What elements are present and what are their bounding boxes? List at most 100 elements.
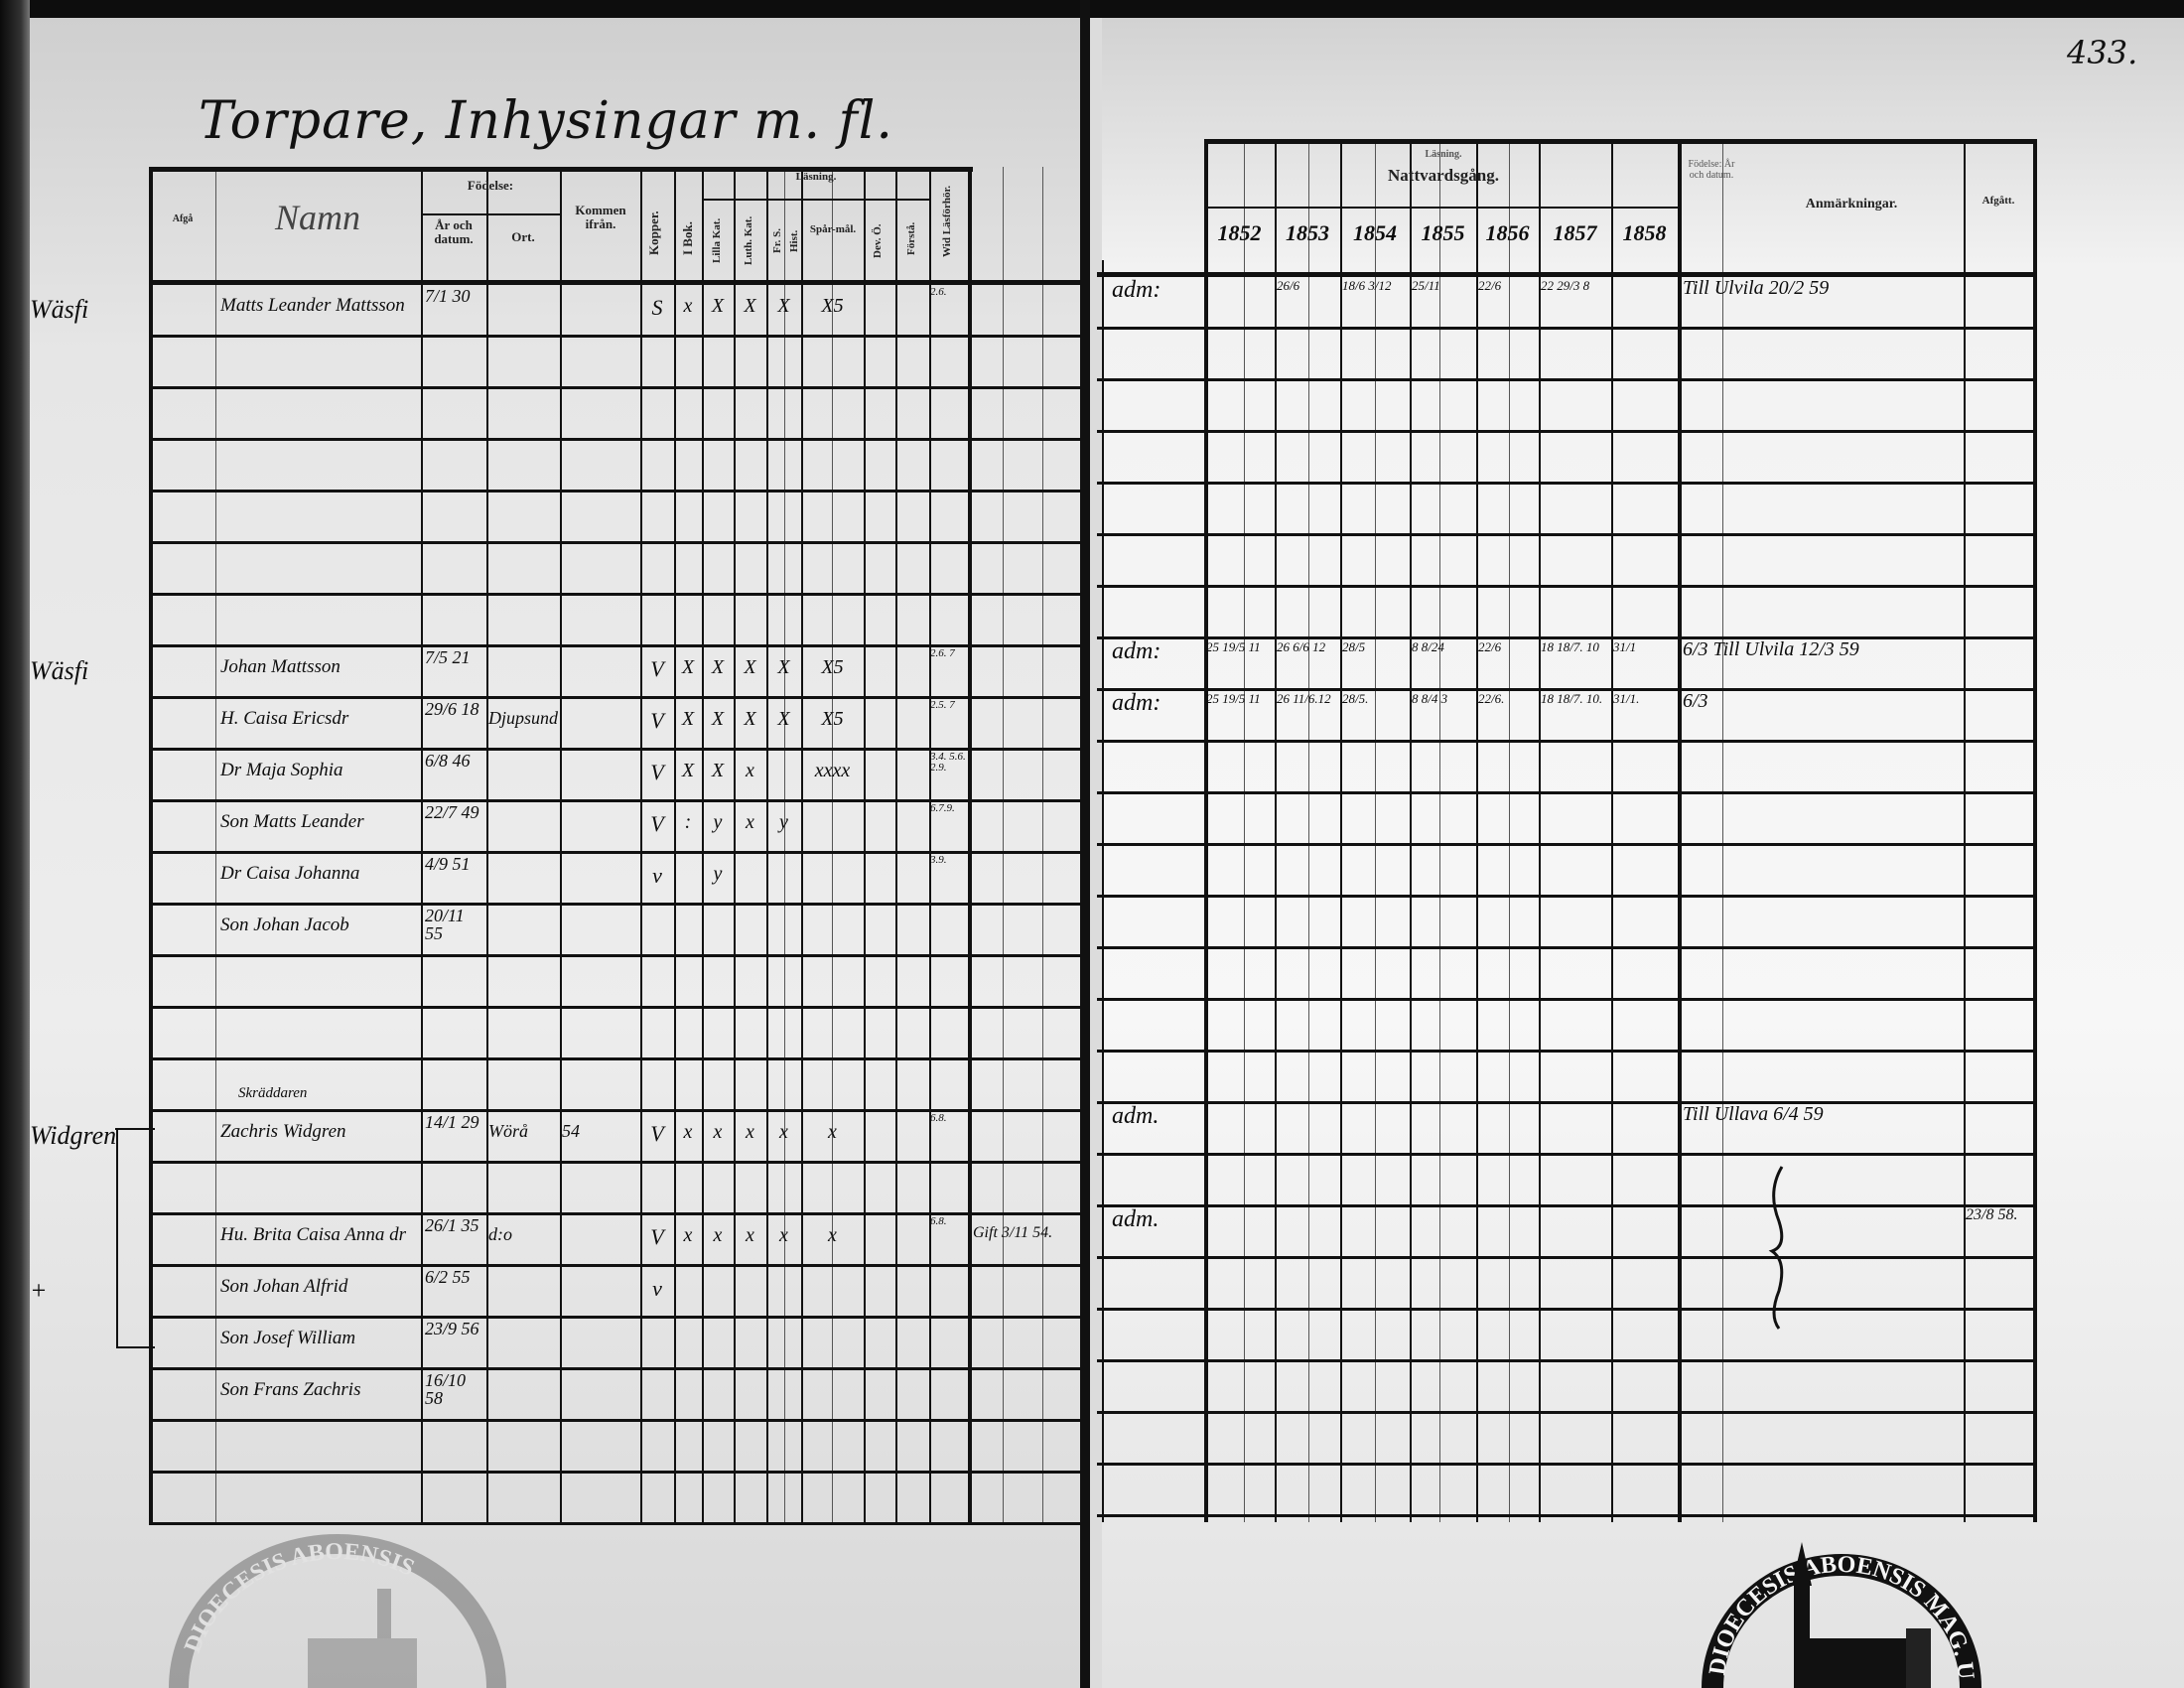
column-rule	[1439, 139, 1440, 1522]
cell-spar: X5	[821, 708, 844, 730]
cell-kopper: S	[651, 295, 663, 320]
row-rule	[149, 1057, 1087, 1060]
header-fr-s: Fr. S.	[771, 228, 783, 253]
column-rule	[702, 167, 704, 1522]
cell-birth: 6/2 55	[425, 1267, 471, 1287]
header-wid: Wid Läsförhör.	[941, 185, 953, 257]
header-lilla-kat: Lilla Kat.	[711, 217, 723, 264]
cell-kopper: V	[650, 760, 664, 784]
cell-year-1857: 18 18/7. 10.	[1541, 691, 1603, 706]
row-rule	[149, 1419, 1087, 1422]
brace-mark	[1768, 1166, 1784, 1330]
reading-subrule	[702, 199, 930, 201]
header-year-1853: 1853	[1286, 220, 1329, 245]
cell-lilla: y	[713, 811, 723, 833]
row-rule	[149, 386, 1087, 389]
header-came-from: Kommen ifrån.	[575, 203, 626, 232]
row-rule	[149, 438, 1087, 441]
cell-kopper: V	[650, 811, 664, 836]
header-i-bok: I Bok.	[680, 221, 695, 255]
cell-luth: x	[746, 760, 754, 781]
column-rule	[1102, 260, 1104, 1522]
cell-name: Son Johan Jacob	[220, 914, 349, 935]
column-rule	[215, 167, 216, 1522]
cell-kopper: v	[652, 863, 662, 888]
cell-name: Son Matts Leander	[220, 811, 364, 832]
cell-wid: 6.7.9.	[930, 802, 955, 814]
page-number: 433.	[2067, 34, 2138, 71]
row-rule-right	[1097, 1050, 2035, 1053]
column-rule	[1476, 139, 1478, 1522]
column-rule	[801, 167, 803, 1522]
column-rule	[1678, 139, 1682, 1522]
cell-kopper: v	[652, 1276, 662, 1301]
cell-ort: d:o	[488, 1224, 512, 1244]
header-top-rule-right	[1204, 139, 2036, 144]
cell-lilla: x	[713, 1121, 723, 1143]
cell-birth: 7/5 21	[425, 647, 471, 667]
table-row: + Son Johan Alfrid 6/2 55 v	[0, 1264, 2184, 1316]
row-rule-right	[1097, 1153, 2035, 1156]
table-row: Wäsfi Johan Mattsson 7/5 21 V X X X X X5 2.6. 7 ad…	[0, 638, 2184, 696]
row-rule-right	[1097, 482, 2035, 485]
cell-remark: 6/3	[1683, 690, 1708, 712]
header-year-1852: 1852	[1217, 220, 1262, 245]
cell-i-bok: X	[681, 708, 695, 730]
row-rule	[149, 851, 1087, 854]
row-rule-right	[1097, 1204, 2035, 1207]
header-communion: Nattvardsgång.	[1388, 166, 1499, 185]
header-forsta: Förstå.	[905, 221, 917, 255]
header-remarks: Anmärkningar.	[1805, 197, 1898, 211]
column-rule	[895, 167, 897, 1522]
cell-birth: 26/1 35	[425, 1215, 479, 1235]
cell-spar: x	[828, 1224, 837, 1246]
table-row: Son Matts Leander 22/7 49 V: y x y 6.7.9.	[0, 799, 2184, 851]
cell-i-bok: :	[684, 811, 692, 833]
cell-name: Son Frans Zachris	[220, 1379, 361, 1400]
header-afga: Afgå	[172, 213, 194, 224]
table-row: Son Johan Jacob 20/11 55	[0, 903, 2184, 954]
scan-left-edge	[0, 0, 30, 1688]
cell-remark: Till Ulvila 20/2 59	[1683, 277, 1830, 299]
faded-stamp: DIOECESIS ABOENSIS	[169, 1534, 506, 1688]
cell-birth: 29/6 18	[425, 699, 479, 719]
row-rule-right	[1097, 998, 2035, 1001]
column-rule	[149, 167, 153, 1522]
row-rule	[149, 696, 1087, 699]
cell-year-1855: 8 8/24	[1412, 639, 1444, 654]
row-rule	[149, 1522, 1087, 1525]
row-rule	[149, 1161, 1087, 1164]
row-rule-right	[1097, 895, 2035, 898]
column-rule	[486, 167, 488, 1522]
cell-spar: x	[828, 1121, 837, 1143]
row-rule-right	[1097, 1359, 2035, 1362]
cell-ort: Djupsund	[488, 708, 559, 728]
row-rule	[149, 1471, 1087, 1474]
cell-name: Son Josef William	[220, 1328, 356, 1348]
column-rule	[1275, 139, 1277, 1522]
column-rule	[1611, 139, 1613, 1522]
header-top-rule	[149, 167, 973, 172]
cell-i-bok: X	[681, 656, 695, 678]
cell-luth: x	[746, 811, 754, 833]
cell-birth: 16/10 58	[425, 1370, 467, 1408]
diocese-stamp: DIOECESIS ABOENSIS MAG. UNI.	[1693, 1514, 1981, 1688]
cell-birth: 6/8 46	[425, 751, 471, 771]
cell-spar: xxxx	[814, 760, 851, 781]
header-departed: Afgått.	[1981, 195, 2015, 207]
cell-name: Son Johan Alfrid	[220, 1276, 348, 1297]
cell-adm: adm:	[1112, 638, 1161, 664]
header-year-1855: 1855	[1421, 220, 1465, 245]
cell-i-bok: x	[683, 295, 693, 317]
cell-departed: 23/8 58.	[1966, 1206, 2018, 1223]
scan-top-edge	[0, 0, 2184, 18]
row-rule-right	[1097, 636, 2035, 639]
column-rule	[734, 167, 736, 1522]
cell-came: 54	[562, 1121, 580, 1141]
header-birth-right: Födelse: År och datum.	[1688, 159, 1735, 181]
row-rule-right	[1097, 740, 2035, 743]
row-rule	[149, 954, 1087, 957]
cell-year-1853: 26 6/6 12	[1277, 639, 1326, 654]
cell-i-bok: x	[683, 1121, 693, 1143]
